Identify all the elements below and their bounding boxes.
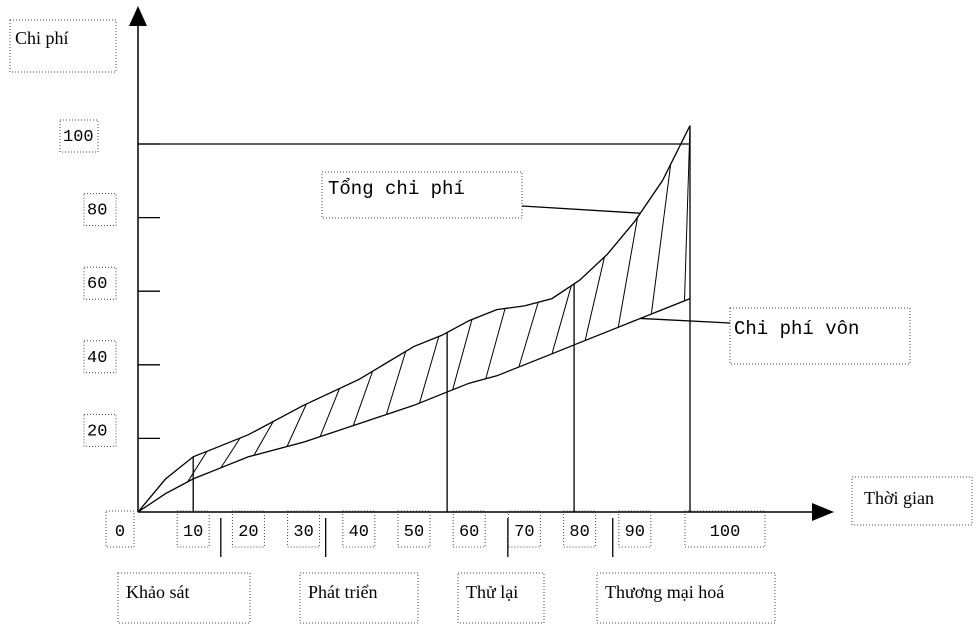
x-tick-label: 50 — [404, 523, 424, 542]
series-total-cost-line — [137, 125, 691, 513]
y-axis-arrow — [129, 6, 147, 26]
axes — [129, 6, 834, 521]
total-cost-label: Tổng chi phí — [328, 178, 465, 200]
x-tick-label-box — [105, 510, 135, 548]
y-tick-label-box — [83, 193, 117, 227]
hatch-line — [485, 308, 506, 379]
x-tick-label: 10 — [183, 523, 203, 542]
series-lines — [137, 125, 691, 513]
x-tick-label-box — [618, 510, 652, 548]
total-cost-label-box — [321, 171, 523, 219]
y-tick-label: 80 — [87, 202, 107, 221]
phase-labels: Khảo sát Phát triển Thử lại Thương mại hoá — [117, 572, 776, 624]
shaded-region — [187, 125, 691, 483]
y-tick-label-box — [83, 266, 117, 300]
x-tick-label-box — [287, 510, 321, 548]
hatch-line — [253, 421, 274, 456]
x-axis-title: Thời gian — [851, 476, 973, 526]
total-cost-leader-line — [521, 205, 641, 214]
hatch-line — [385, 351, 407, 415]
y-tick-label: 60 — [87, 275, 107, 294]
hatch-line — [187, 451, 208, 483]
x-tick-label: 60 — [459, 523, 479, 542]
hatch-line — [650, 164, 672, 315]
x-tick-label: 20 — [238, 523, 258, 542]
y-axis-title: Chi phí — [9, 19, 117, 73]
x-ticks: 0 10 20 30 40 50 60 70 80 90 100 — [105, 510, 766, 548]
phase-boundaries — [192, 125, 691, 557]
hatch-line — [584, 256, 605, 341]
series-callouts: Tổng chi phí Chi phí vôn — [321, 171, 911, 365]
x-tick-label: 40 — [349, 523, 369, 542]
x-axis-title-text: Thời gian — [864, 488, 934, 508]
x-tick-label-box — [397, 510, 431, 548]
capital-cost-label: Chi phí vôn — [734, 318, 859, 340]
x-tick-label: 100 — [710, 523, 741, 542]
x-tick-label-box — [563, 510, 597, 548]
phase-label: Phát triển — [308, 582, 378, 602]
x-tick-label-box — [684, 510, 766, 548]
x-tick-label-box — [452, 510, 486, 548]
hatch-line — [286, 403, 307, 447]
y-axis-title-text: Chi phí — [15, 28, 69, 48]
y-ticks: 20 40 60 80 100 — [59, 119, 160, 447]
x-tick-label-box — [507, 510, 541, 548]
y-tick-label-box — [83, 340, 117, 374]
x-tick-label: 80 — [569, 523, 589, 542]
phase-label-box — [457, 572, 545, 624]
x-tick-label-box — [231, 510, 265, 548]
y-tick-label-box — [59, 119, 99, 153]
phase-label: Khảo sát — [126, 582, 189, 602]
y-tick-label: 100 — [63, 128, 94, 147]
y-tick-label: 20 — [87, 422, 107, 441]
hatch-line — [352, 371, 374, 426]
hatch-line — [419, 336, 440, 404]
capital-cost-label-box — [729, 307, 911, 365]
capital-cost-leader-line — [640, 317, 731, 324]
hatch-line — [683, 125, 691, 301]
phase-label: Thương mại hoá — [605, 582, 724, 602]
y-tick-label: 40 — [87, 349, 107, 368]
x-axis-arrow — [812, 503, 834, 521]
x-tick-label: 70 — [514, 523, 534, 542]
y-tick-label-box — [83, 413, 117, 447]
hatch-line — [518, 302, 539, 368]
hatch-line — [551, 285, 572, 354]
phase-label: Thử lại — [466, 582, 518, 602]
x-tick-label-box — [342, 510, 376, 548]
hatch-line — [617, 217, 639, 328]
x-tick-label-box — [176, 510, 210, 548]
phase-label-box — [117, 572, 251, 624]
hatch-line — [319, 388, 340, 437]
hatch-line — [452, 319, 473, 390]
x-tick-label: 90 — [625, 523, 645, 542]
hatch-line — [220, 437, 241, 469]
series-capital-cost-line — [137, 297, 691, 513]
x-tick-label: 30 — [293, 523, 313, 542]
x-tick-label: 0 — [115, 523, 125, 542]
